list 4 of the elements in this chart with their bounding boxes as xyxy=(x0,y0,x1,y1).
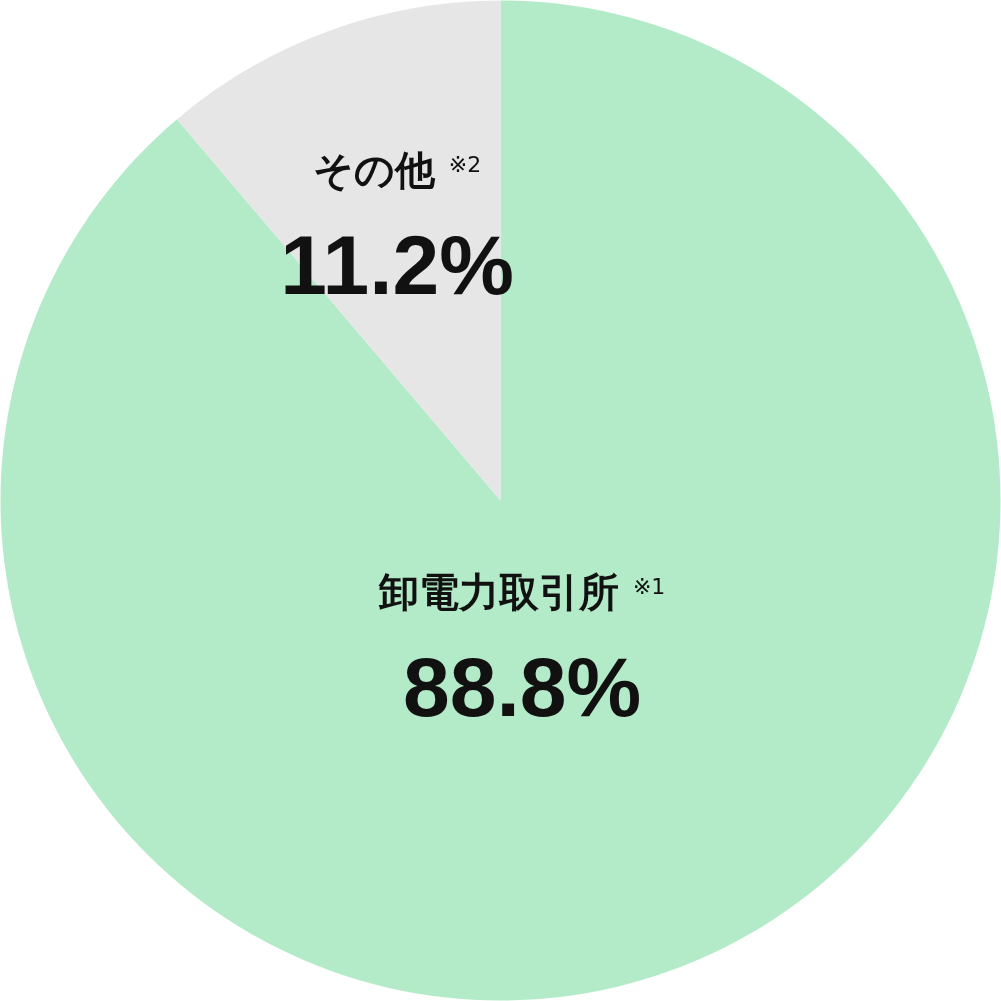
slice-label: その他 $^{※2}$ xyxy=(312,146,482,193)
data-label: 11.2% xyxy=(280,217,514,312)
data-label: 88.8% xyxy=(403,640,642,735)
slice-label: 卸電力取引所 $^{※1}$ xyxy=(378,569,666,616)
